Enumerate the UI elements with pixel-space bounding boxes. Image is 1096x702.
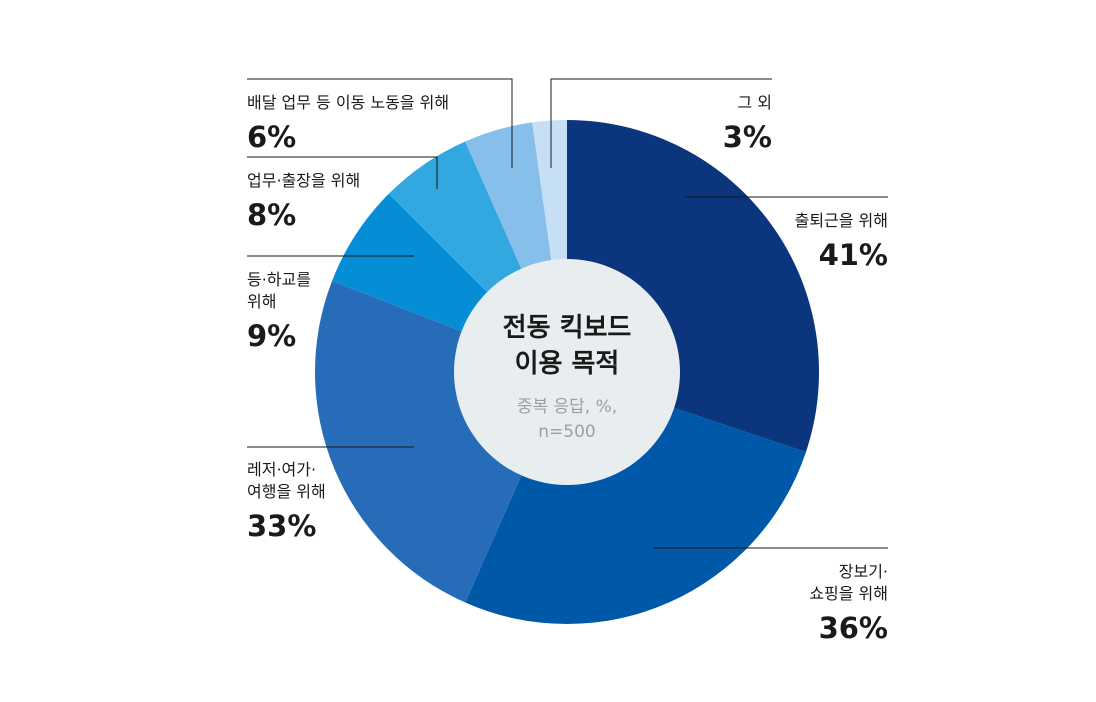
center-title-line-1: 전동 킥보드 bbox=[503, 313, 632, 343]
slice-value-3: 9% bbox=[247, 319, 296, 353]
center-disc bbox=[454, 259, 680, 485]
leader-line-4 bbox=[247, 156, 438, 189]
slice-value-6: 3% bbox=[723, 120, 772, 154]
leader-line-6 bbox=[550, 78, 772, 168]
slice-label-2-line-0: 레저·여가· bbox=[247, 460, 316, 479]
leader-lines bbox=[247, 78, 888, 549]
slice-value-0: 41% bbox=[819, 238, 888, 272]
slice-label-1-line-1: 쇼핑을 위해 bbox=[809, 584, 888, 603]
slice-label-2-line-1: 여행을 위해 bbox=[247, 482, 326, 501]
slice-value-5: 6% bbox=[247, 120, 296, 154]
slice-value-4: 8% bbox=[247, 198, 296, 232]
slice-value-2: 33% bbox=[247, 509, 316, 543]
slice-label-4-line-0: 업무·출장을 위해 bbox=[247, 171, 360, 190]
slice-label-1-line-0: 장보기· bbox=[839, 562, 888, 581]
center-subtitle-line-1: 중복 응답, %, bbox=[517, 397, 617, 417]
slice-value-1: 36% bbox=[819, 611, 888, 645]
slice-label-3-line-1: 위해 bbox=[247, 292, 276, 311]
leader-line-5 bbox=[247, 78, 513, 168]
slice-labels: 출퇴근을 위해 41% 장보기· 쇼핑을 위해 36% 레저·여가· 여행을 위해 33% 등·… bbox=[247, 93, 888, 645]
slice-label-5-line-0: 배달 업무 등 이동 노동을 위해 bbox=[247, 93, 449, 112]
slice-label-0-line-0: 출퇴근을 위해 bbox=[795, 211, 888, 230]
center-subtitle-line-2: n=500 bbox=[538, 422, 595, 442]
slice-label-6-line-0: 그 외 bbox=[737, 93, 772, 112]
slice-label-3-line-0: 등·하교를 bbox=[247, 270, 311, 289]
center-title-line-2: 이용 목적 bbox=[515, 349, 620, 379]
